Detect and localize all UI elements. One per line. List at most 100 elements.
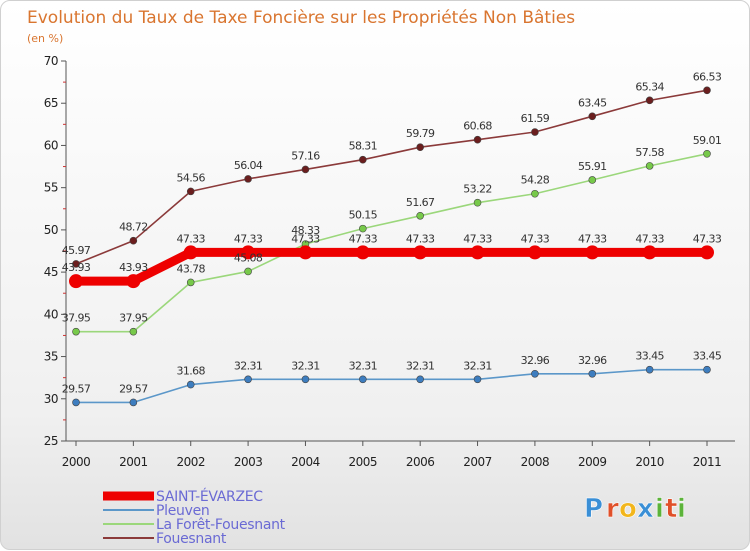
data-point	[186, 380, 195, 389]
data-label: 48.33	[291, 224, 320, 237]
data-label: 47.33	[693, 232, 722, 245]
data-label: 54.28	[521, 174, 550, 187]
series-fouesnant	[72, 86, 711, 268]
data-label: 32.31	[291, 359, 320, 372]
data-point	[703, 365, 711, 374]
series-la-for-t-fouesnant	[72, 150, 711, 336]
data-labels-layer: 29.57 29.57 31.68 32.31 32.31 32.31 32.31 32.31…	[62, 70, 723, 395]
x-tick-label: 2004	[291, 455, 320, 469]
data-label: 50.15	[349, 209, 378, 222]
x-tick-label: 2003	[234, 455, 263, 469]
data-point	[645, 162, 654, 170]
data-label: 59.79	[406, 127, 435, 140]
data-label: 43.93	[119, 261, 148, 274]
series-line	[76, 368, 707, 404]
axes: 25 30 35 40 45 50 55 60 65 70 2000 2001 2002 2003 2004…	[44, 54, 735, 469]
data-point	[244, 375, 252, 384]
chart-title: Evolution du Taux de Taxe Foncière sur l…	[27, 8, 575, 28]
data-label: 57.58	[635, 146, 664, 159]
y-tick-label: 35	[44, 350, 58, 364]
x-tick-label: 2010	[635, 455, 664, 469]
data-point	[703, 86, 711, 95]
data-label: 63.45	[578, 96, 607, 109]
data-point	[473, 375, 482, 384]
data-point	[585, 245, 600, 260]
data-point	[359, 155, 367, 164]
data-label: 51.67	[406, 196, 435, 209]
x-tick-label: 2001	[119, 455, 148, 469]
logo-letter: i	[677, 494, 686, 524]
data-label: 37.95	[62, 312, 91, 325]
data-point	[588, 112, 597, 121]
data-label: 66.53	[693, 70, 722, 83]
data-label: 32.31	[406, 359, 435, 372]
legend-label: SAINT-ÉVARZEC	[156, 488, 263, 505]
data-point	[186, 278, 195, 287]
data-point	[588, 176, 597, 184]
data-label: 47.33	[635, 232, 664, 245]
x-tick-label: 2008	[521, 455, 550, 469]
series-pleuven	[72, 365, 711, 407]
data-label: 37.95	[119, 312, 148, 325]
legend-label: La Forêt-Fouesnant	[156, 517, 286, 533]
data-point	[531, 189, 539, 198]
data-label: 47.33	[349, 232, 378, 245]
data-label: 31.68	[176, 365, 205, 378]
data-label: 32.31	[463, 359, 492, 372]
data-point	[69, 274, 83, 289]
data-point	[72, 327, 80, 336]
data-point	[183, 245, 198, 260]
data-label: 47.33	[176, 232, 205, 245]
data-point	[645, 96, 654, 105]
data-point	[359, 224, 367, 233]
data-label: 47.33	[521, 232, 550, 245]
data-label: 47.33	[578, 232, 607, 245]
x-tick-label: 2009	[578, 455, 607, 469]
data-point	[72, 260, 80, 268]
data-label: 61.59	[521, 112, 550, 125]
logo-letter: t	[665, 494, 677, 524]
legend-label: Pleuven	[156, 503, 210, 519]
y-tick-label: 55	[44, 181, 58, 195]
y-tick-label: 30	[44, 392, 58, 406]
data-label: 43.78	[176, 262, 205, 275]
data-point	[359, 375, 367, 384]
y-tick-label: 65	[44, 96, 58, 110]
logo-letter: x	[637, 494, 654, 524]
data-label: 45.97	[62, 244, 91, 257]
x-tick-label: 2011	[693, 455, 722, 469]
data-point	[298, 245, 313, 260]
y-tick-label: 45	[44, 265, 58, 279]
data-point	[413, 245, 428, 260]
data-point	[703, 150, 711, 158]
data-label: 33.45	[635, 350, 664, 363]
logo-letter: i	[655, 494, 664, 524]
series-line	[76, 247, 707, 286]
data-point	[473, 135, 482, 144]
data-label: 59.01	[693, 134, 722, 147]
data-point	[301, 375, 310, 384]
data-point	[129, 398, 138, 407]
series-line	[76, 153, 708, 333]
logo-letter: o	[619, 494, 637, 524]
data-label: 54.56	[176, 171, 205, 184]
data-label: 47.33	[406, 232, 435, 245]
logo-letter: P	[584, 494, 603, 524]
data-point	[531, 369, 539, 378]
data-point	[129, 236, 138, 245]
data-label: 53.22	[463, 183, 492, 196]
data-point	[527, 245, 542, 260]
data-label: 43.93	[62, 261, 91, 274]
data-label: 57.16	[291, 149, 320, 162]
data-label: 45.08	[234, 251, 263, 264]
data-point	[700, 245, 714, 260]
data-label: 33.45	[693, 350, 722, 363]
series-layer	[69, 86, 714, 407]
data-label: 56.04	[234, 159, 263, 172]
data-label: 47.33	[463, 232, 492, 245]
legend-label: Fouesnant	[156, 531, 227, 547]
